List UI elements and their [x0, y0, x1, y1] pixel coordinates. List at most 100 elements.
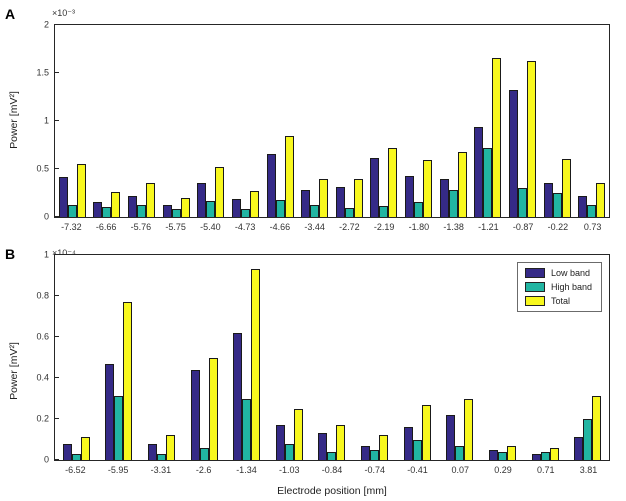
y-tick-mark [55, 216, 59, 217]
plot-area-b: Low band High band Total 0 0.2 0.4 0.6 0.8 1 [36, 250, 610, 464]
y-tick-label: 1.5 [36, 67, 49, 78]
bar-group [268, 255, 311, 460]
plot-area-a: 0 0.5 1 1.5 2 [36, 20, 610, 221]
x-tick-label: 0.07 [451, 465, 470, 475]
panel-b: B Power [mV²] ×10⁻⁴ Low band High band T… [0, 240, 626, 501]
x-tick-label: -2.6 [195, 465, 212, 475]
bar-group [55, 255, 98, 460]
bar-low-band [446, 414, 456, 460]
x-tick-label: -2.19 [373, 222, 395, 232]
bar-high-band [497, 451, 507, 460]
x-tick-label: -5.76 [130, 222, 152, 232]
bar-total [549, 447, 559, 460]
y-tick-mark [55, 418, 59, 419]
x-tick-label: -5.75 [165, 222, 186, 232]
bar-group [332, 25, 367, 217]
bar-high-band [310, 205, 320, 217]
bar-low-band [508, 90, 518, 217]
bar-low-band [488, 449, 498, 460]
bar-total [526, 61, 536, 217]
legend-swatch-low-band-icon [524, 268, 545, 278]
bar-low-band [405, 175, 415, 217]
bar-high-band [552, 193, 562, 217]
x-tick-label: -0.87 [512, 222, 534, 232]
y-tick-mark [55, 377, 59, 378]
legend-label-total: Total [550, 296, 570, 306]
bar-group [311, 255, 354, 460]
bar-group [574, 25, 609, 217]
y-tick-label: 1 [43, 115, 49, 126]
bar-total [166, 435, 176, 460]
y-tick-label: 1 [43, 249, 49, 260]
bar-group [367, 25, 402, 217]
bar-group [540, 25, 575, 217]
bar-group [55, 25, 90, 217]
bar-group [140, 255, 183, 460]
bar-low-band [93, 201, 103, 217]
bar-total [80, 437, 90, 460]
bar-total [123, 302, 133, 460]
bar-total [76, 164, 86, 217]
y-axis-exponent: ×10⁻³ [52, 8, 76, 18]
x-tick-label: 0.73 [583, 222, 602, 232]
bar-total [423, 160, 433, 217]
bar-low-band [361, 445, 371, 460]
bar-total [561, 159, 571, 217]
x-tick-label: -3.44 [304, 222, 325, 232]
bar-total [180, 197, 190, 217]
legend-item-total: Total [524, 296, 592, 306]
x-tick-label: 3.81 [579, 465, 598, 475]
bar-low-band [318, 433, 328, 460]
bar-low-band [266, 153, 276, 217]
x-tick-label: -2.72 [339, 222, 360, 232]
bar-total [464, 398, 474, 460]
bar-group [481, 255, 524, 460]
bar-high-band [412, 439, 422, 460]
bar-group [98, 255, 141, 460]
bar-high-band [517, 188, 527, 217]
panel-a: A Power [mV²] ×10⁻³ 0 0.5 1 1.5 2 -7.32 -6.66… [0, 0, 626, 240]
bar-group [297, 25, 332, 217]
bar-low-band [62, 443, 72, 460]
legend-item-high-band: High band [524, 282, 592, 292]
bar-high-band [137, 204, 147, 217]
bar-group [566, 255, 609, 460]
bar-low-band [335, 187, 345, 217]
bar-low-band [275, 425, 285, 460]
panel-b-label: B [5, 246, 16, 262]
bar-group [471, 25, 506, 217]
y-axis-label: Power [mV²] [8, 341, 20, 400]
legend-label-low-band: Low band [550, 268, 590, 278]
bar-high-band [370, 449, 380, 460]
bar-low-band [58, 176, 68, 217]
bar-high-band [344, 208, 354, 217]
legend-item-low-band: Low band [524, 268, 592, 278]
bar-total [379, 435, 389, 460]
x-tick-label: -4.73 [234, 222, 256, 232]
bar-group [353, 255, 396, 460]
bar-total [592, 396, 602, 460]
bar-low-band [162, 205, 172, 217]
x-tick-label: -1.80 [408, 222, 430, 232]
bar-high-band [284, 443, 294, 460]
x-axis-label: Electrode position [mm] [277, 485, 387, 497]
y-tick-mark [55, 120, 59, 121]
bar-group [124, 25, 159, 217]
bar-high-band [483, 147, 493, 217]
y-tick-label: 0.8 [36, 290, 49, 301]
x-tick-label: -3.31 [150, 465, 172, 475]
bars-a [55, 25, 609, 217]
bar-high-band [540, 451, 550, 460]
y-tick-label: 0 [43, 211, 49, 222]
bar-low-band [190, 369, 200, 460]
x-tick-label: -5.40 [200, 222, 221, 232]
bar-low-band [578, 195, 588, 217]
x-tick-label: -1.21 [478, 222, 499, 232]
x-tick-label: -0.41 [407, 465, 428, 475]
bar-group [401, 25, 436, 217]
bar-group [183, 255, 226, 460]
bar-low-band [543, 183, 553, 217]
x-tick-label: 0.29 [494, 465, 512, 475]
bar-total [506, 445, 516, 460]
